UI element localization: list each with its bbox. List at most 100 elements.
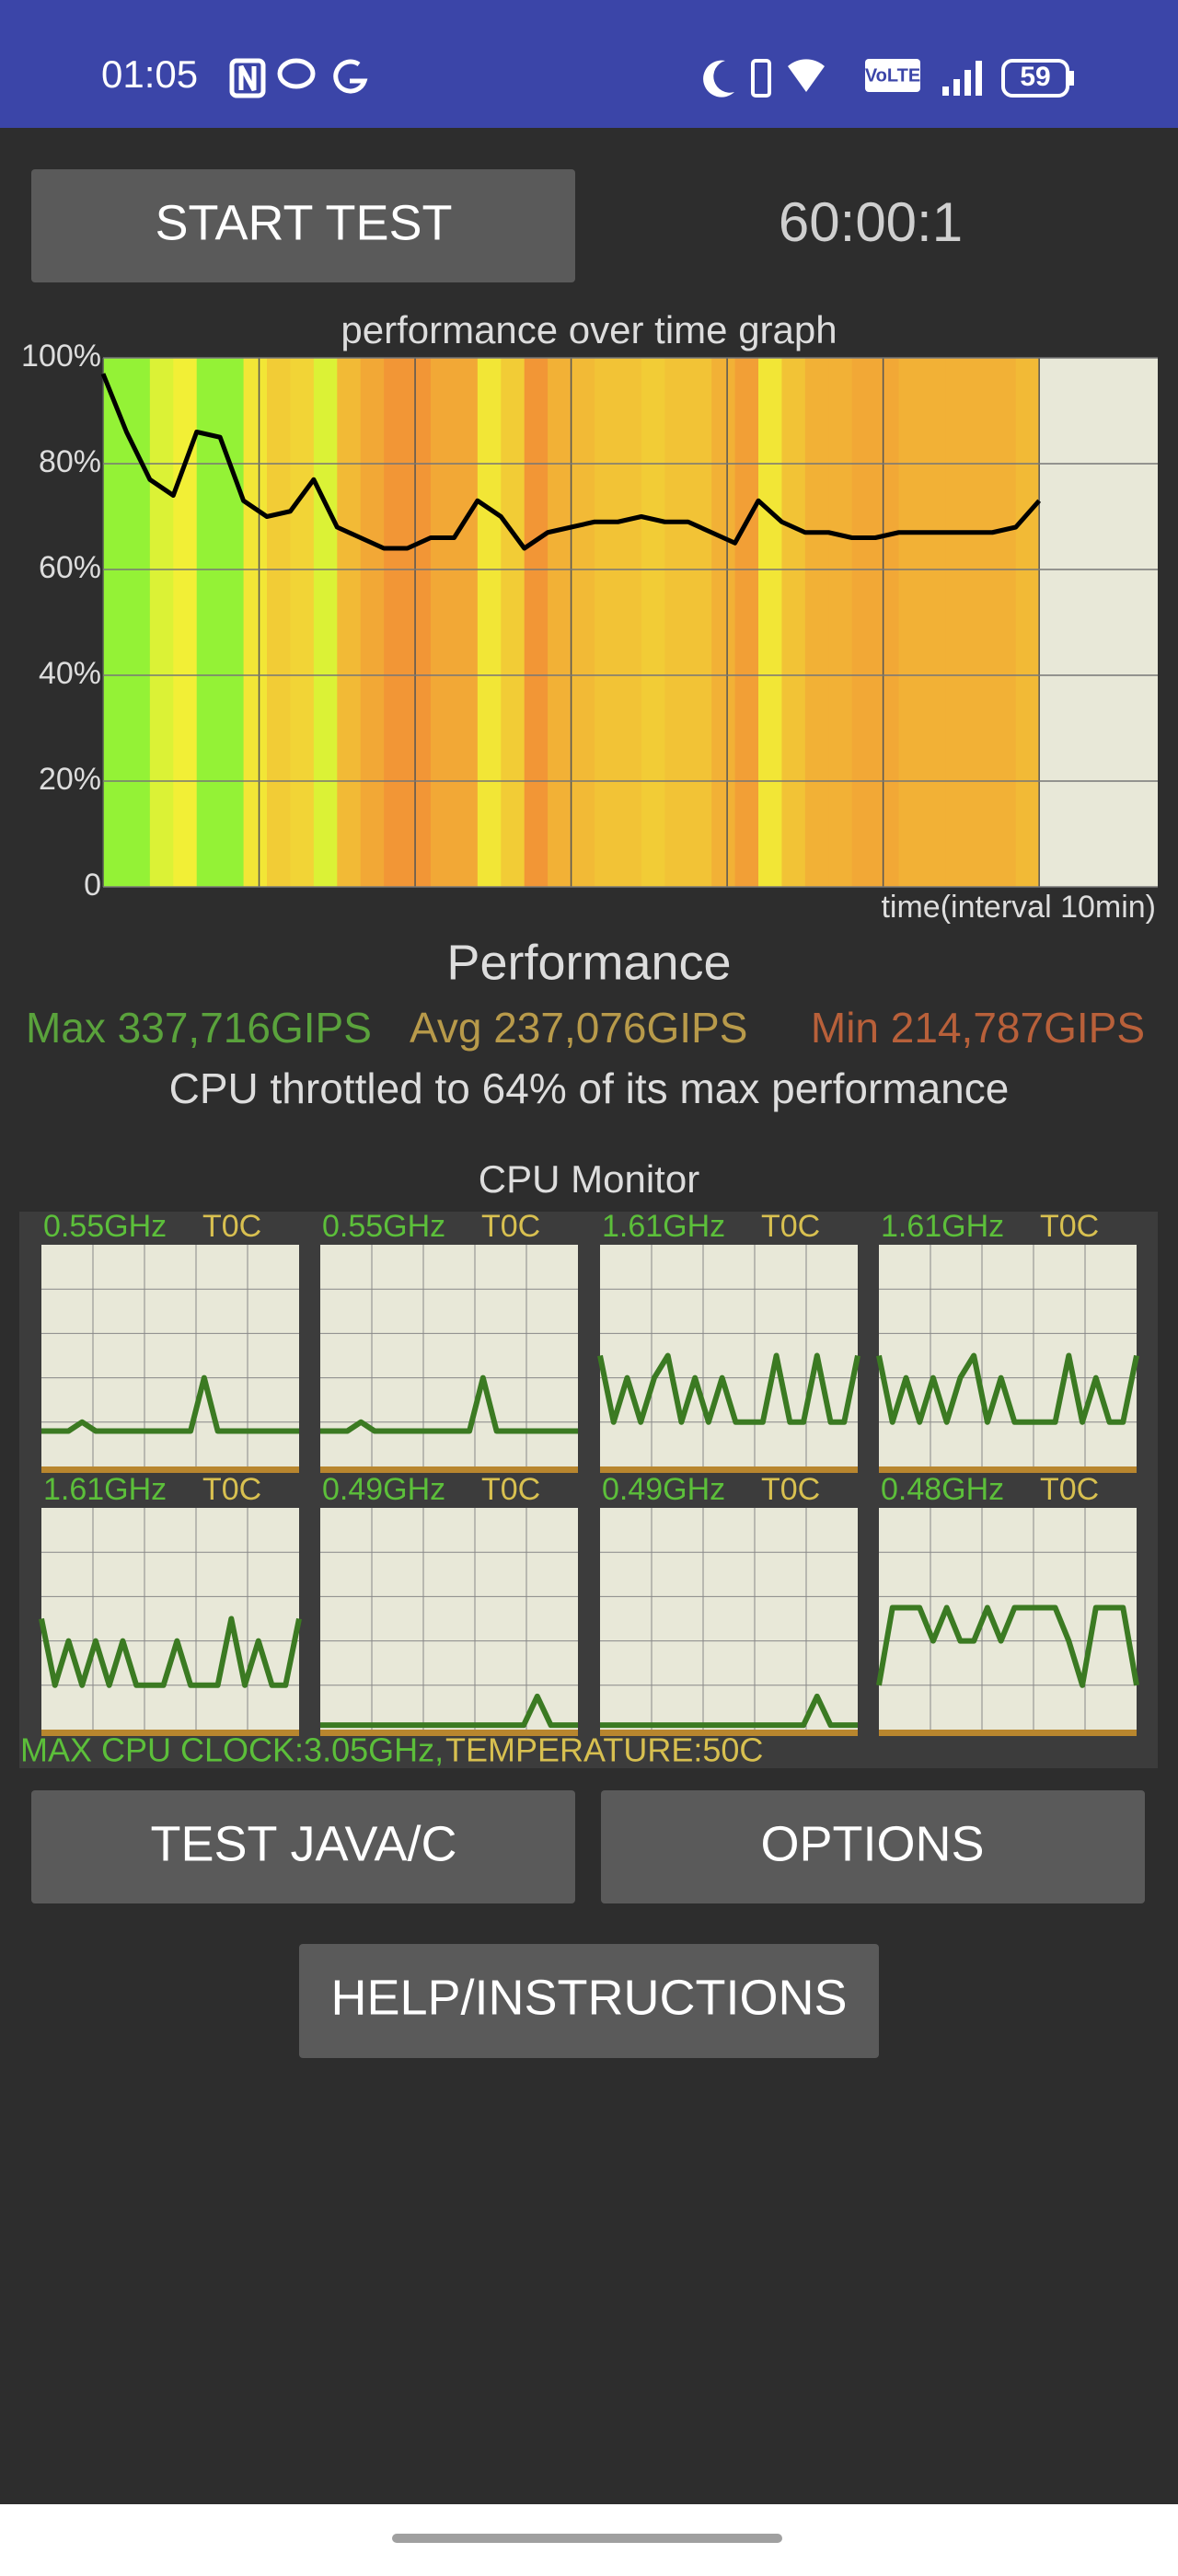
help-button[interactable] bbox=[299, 1944, 879, 2058]
core-graph bbox=[320, 1508, 578, 1730]
heat-band bbox=[524, 358, 549, 887]
heat-band bbox=[477, 358, 502, 887]
timer: 60:00:1 bbox=[779, 191, 963, 253]
heat-band bbox=[220, 358, 245, 887]
y-tick-label: 100% bbox=[21, 339, 101, 374]
heat-band bbox=[804, 358, 829, 887]
core-temperature: T0C bbox=[481, 1472, 540, 1507]
chart: 0 20% 40% 60% 80% 100% bbox=[21, 339, 1158, 903]
heat-band bbox=[711, 358, 736, 887]
start-button[interactable] bbox=[31, 169, 575, 282]
cpu-cores: 0.55GHz T0C 0.55GHz T0C 1.61GHz T0C 1.61GHz T0C… bbox=[39, 1209, 1139, 1736]
heat-band bbox=[922, 358, 946, 887]
heat-band bbox=[828, 358, 853, 887]
core-graph bbox=[41, 1508, 299, 1730]
heat-band bbox=[454, 358, 479, 887]
heat-band bbox=[267, 358, 291, 887]
performance-heading: Performance bbox=[446, 935, 731, 990]
heat-band bbox=[290, 358, 315, 887]
heat-band bbox=[687, 358, 712, 887]
core-load-line bbox=[320, 1374, 578, 1434]
heat-band bbox=[618, 358, 642, 887]
y-tick-label: 60% bbox=[39, 550, 101, 585]
heat-band bbox=[641, 358, 665, 887]
test-java-c-button[interactable] bbox=[31, 1790, 575, 1903]
core-frequency: 1.61GHz bbox=[43, 1472, 167, 1507]
core-temperature: T0C bbox=[761, 1472, 820, 1507]
core-temperature: T0C bbox=[1040, 1472, 1099, 1507]
core-load-line bbox=[600, 1693, 858, 1729]
core-load-line bbox=[320, 1693, 578, 1729]
heat-band bbox=[103, 358, 127, 887]
core-temperature: T0C bbox=[761, 1209, 820, 1244]
y-tick-label: 40% bbox=[39, 656, 101, 691]
core-frequency: 0.49GHz bbox=[322, 1472, 445, 1507]
core-load-line bbox=[41, 1374, 299, 1434]
heat-band bbox=[1015, 358, 1040, 887]
y-tick-label: 80% bbox=[39, 444, 101, 479]
y-tick-label: 0 bbox=[84, 868, 101, 903]
heat-band bbox=[126, 358, 151, 887]
temperature: TEMPERATURE:50C bbox=[445, 1731, 763, 1769]
performance-line bbox=[100, 373, 1042, 551]
status-time: 01:05 bbox=[101, 52, 198, 96]
home-handle[interactable] bbox=[392, 2534, 782, 2543]
perf-avg: Avg 237,076GIPS bbox=[410, 1004, 747, 1052]
core-load-line bbox=[39, 1616, 302, 1688]
core-base bbox=[320, 1730, 578, 1736]
heat-band bbox=[595, 358, 618, 887]
heat-band bbox=[196, 358, 221, 887]
heat-band bbox=[851, 358, 876, 887]
heat-band bbox=[781, 358, 806, 887]
core-graph bbox=[879, 1245, 1137, 1466]
core-temperature: T0C bbox=[1040, 1209, 1099, 1244]
status-left-icons bbox=[229, 58, 368, 98]
cpu-monitor-title: CPU Monitor bbox=[479, 1157, 699, 1201]
heat-band bbox=[384, 358, 409, 887]
start-button-label[interactable]: START TEST bbox=[155, 195, 452, 250]
core-base bbox=[879, 1730, 1137, 1736]
max-cpu-clock: MAX CPU CLOCK:3.05GHz, bbox=[20, 1731, 444, 1769]
core-frequency: 1.61GHz bbox=[881, 1209, 1004, 1244]
options-button[interactable] bbox=[601, 1790, 1145, 1903]
heat-band bbox=[875, 358, 900, 887]
heat-band bbox=[664, 358, 689, 887]
chart-title: performance over time graph bbox=[341, 308, 837, 351]
button-label[interactable]: HELP/INSTRUCTIONS bbox=[330, 1970, 847, 2025]
heat-band bbox=[758, 358, 782, 887]
core-temperature: T0C bbox=[202, 1209, 261, 1244]
status-right-icons bbox=[703, 59, 1074, 98]
core-base bbox=[320, 1466, 578, 1473]
heat-band bbox=[149, 358, 174, 887]
y-tick-label: 20% bbox=[39, 762, 101, 797]
button-label[interactable]: TEST JAVA/C bbox=[150, 1816, 456, 1871]
core-base bbox=[600, 1466, 858, 1473]
perf-max: Max 337,716GIPS bbox=[26, 1004, 372, 1052]
heat-band bbox=[243, 358, 268, 887]
core-temperature: T0C bbox=[202, 1472, 261, 1507]
core-load-line bbox=[597, 1352, 860, 1425]
throttle-text: CPU throttled to 64% of its max performa… bbox=[169, 1064, 1010, 1112]
heat-band bbox=[734, 358, 759, 887]
core-base bbox=[600, 1730, 858, 1736]
heat-band bbox=[407, 358, 432, 887]
heat-band bbox=[501, 358, 525, 887]
heat-band bbox=[337, 358, 362, 887]
heat-band bbox=[968, 358, 993, 887]
heat-band bbox=[431, 358, 455, 887]
core-frequency: 0.48GHz bbox=[881, 1472, 1004, 1507]
x-axis-label: time(interval 10min) bbox=[881, 890, 1156, 925]
heat-band bbox=[360, 358, 385, 887]
button-label[interactable]: OPTIONS bbox=[760, 1816, 984, 1871]
core-base bbox=[41, 1730, 299, 1736]
core-graph bbox=[600, 1508, 858, 1730]
status-battery: 59 bbox=[1020, 62, 1050, 92]
heat-band bbox=[548, 358, 572, 887]
core-frequency: 0.49GHz bbox=[602, 1472, 725, 1507]
status-network: VoLTE bbox=[865, 65, 920, 86]
heat-band bbox=[898, 358, 923, 887]
heat-band bbox=[992, 358, 1017, 887]
core-temperature: T0C bbox=[481, 1209, 540, 1244]
core-base bbox=[41, 1466, 299, 1473]
